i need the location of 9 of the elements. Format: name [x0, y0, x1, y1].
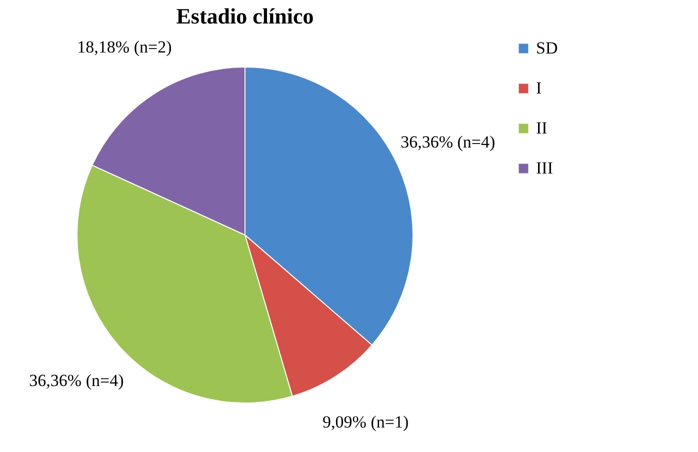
data-label: 36,36% (n=4) — [400, 132, 496, 152]
legend-label: II — [536, 118, 548, 138]
data-label: 36,36% (n=4) — [29, 371, 124, 390]
chart-title: Estadio clínico — [176, 3, 314, 28]
data-label: 9,09% (n=1) — [322, 412, 409, 432]
legend-label: I — [536, 78, 542, 98]
data-label: 18,18% (n=2) — [77, 37, 172, 56]
legend-label: III — [536, 158, 554, 178]
legend-label: SD — [536, 38, 558, 58]
